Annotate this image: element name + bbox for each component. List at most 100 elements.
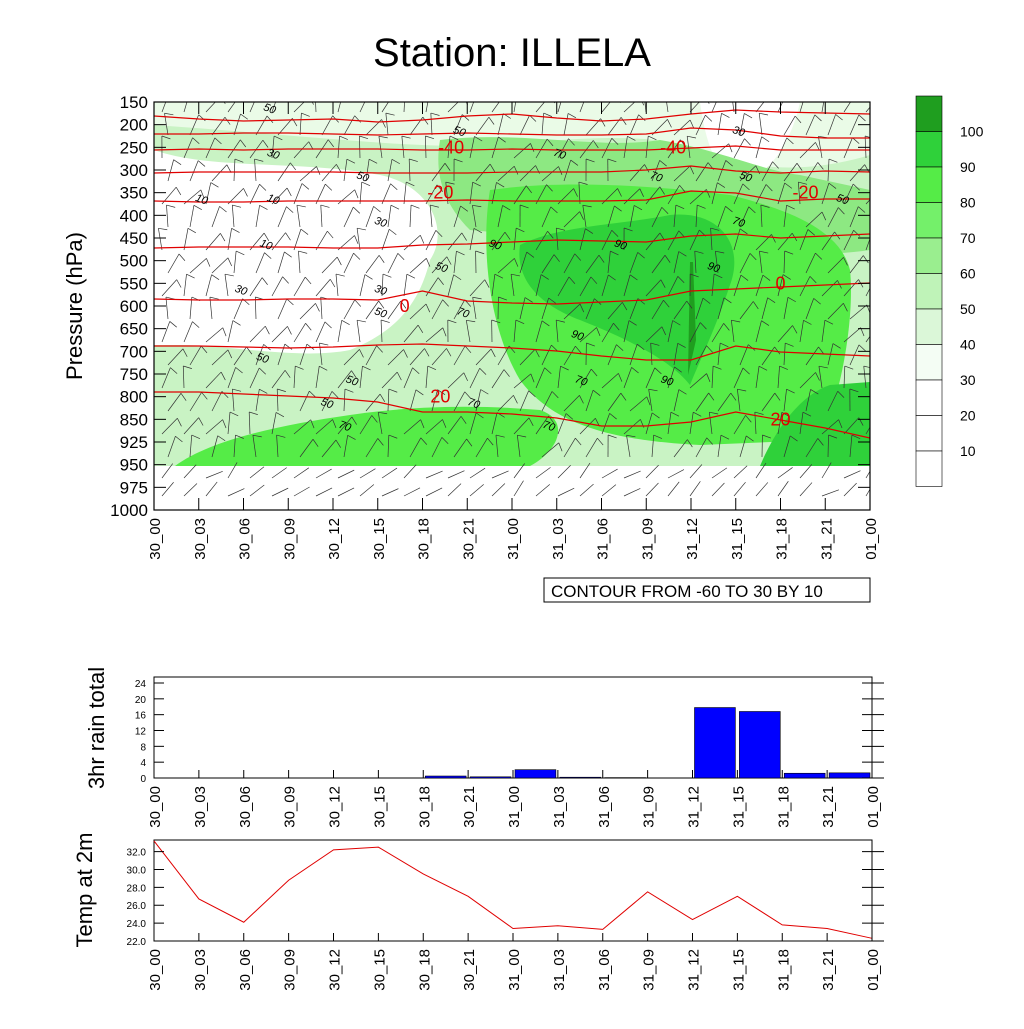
rain-x-tick-label: 31_00	[506, 786, 523, 828]
colorbar-swatch	[916, 274, 942, 310]
rain-x-tick-label: 30_09	[282, 786, 299, 828]
wind-barb-flag	[241, 94, 246, 101]
temp-plot-frame	[154, 840, 872, 941]
time-tick-label: 31_06	[595, 518, 612, 560]
colorbar-label: 80	[960, 195, 976, 211]
time-tick-label: 30_21	[460, 518, 477, 560]
time-tick-label: 31_09	[639, 518, 656, 560]
temp-x-tick-label: 30_06	[237, 949, 254, 991]
rain-x-tick-label: 30_18	[416, 786, 433, 828]
rain-x-tick-label: 30_06	[237, 786, 254, 828]
contour-note: CONTOUR FROM -60 TO 30 BY 10	[551, 582, 823, 601]
rain-bar	[425, 776, 466, 778]
rain-y-tick-label: 4	[140, 758, 146, 769]
wind-barb-flag	[721, 92, 728, 98]
time-tick-label: 30_03	[192, 518, 209, 560]
temp-x-tick-label: 31_12	[686, 949, 703, 991]
wind-barb-flag	[731, 90, 740, 92]
temp-y-tick-label: 22.0	[127, 937, 147, 948]
rain-bar	[695, 708, 736, 778]
temp-y-tick-label: 30.0	[127, 865, 147, 876]
rain-x-tick-label: 30_15	[371, 786, 388, 828]
rain-y-tick-label: 16	[135, 711, 147, 722]
colorbar-label: 30	[960, 372, 976, 388]
temp-contour-label: 0	[775, 273, 785, 293]
temp-x-tick-label: 30_15	[371, 949, 388, 991]
temp-x-tick-label: 31_21	[820, 949, 837, 991]
pressure-tick-label: 150	[120, 93, 148, 112]
wind-barb-flag	[787, 92, 794, 98]
colorbar-swatch	[916, 416, 942, 452]
rain-bar	[829, 773, 870, 778]
colorbar-label: 20	[960, 408, 976, 424]
colorbar-label: 70	[960, 230, 976, 246]
rain-y-tick-label: 8	[140, 742, 146, 753]
temp-x-tick-label: 30_18	[416, 949, 433, 991]
pressure-tick-label: 800	[120, 388, 148, 407]
rain-x-tick-label: 31_09	[641, 786, 658, 828]
rain-bar	[470, 777, 511, 778]
wind-barb-flag	[405, 90, 413, 93]
chart-title: Station: ILLELA	[373, 31, 651, 75]
rain-x-tick-label: 31_03	[551, 786, 568, 828]
rain-x-tick-label: 31_12	[686, 786, 703, 828]
colorbar-swatch	[916, 238, 942, 274]
wind-barb-flag	[394, 94, 400, 101]
pressure-axis-label: Pressure (hPa)	[62, 232, 87, 380]
rain-x-tick-label: 30_12	[327, 786, 344, 828]
rain-y-tick-label: 0	[140, 774, 146, 785]
temp-x-tick-label: 31_06	[596, 949, 613, 991]
pressure-tick-label: 500	[120, 252, 148, 271]
temp-y-tick-label: 24.0	[127, 919, 147, 930]
time-tick-label: 30_18	[416, 518, 433, 560]
time-tick-label: 31_15	[729, 518, 746, 560]
temp-x-tick-label: 31_18	[775, 949, 792, 991]
rain-x-tick-label: 01_00	[865, 786, 882, 828]
colorbar-label: 90	[960, 159, 976, 175]
temp-y-tick-label: 28.0	[127, 883, 147, 894]
wind-barb-flag	[430, 90, 438, 94]
pressure-tick-label: 350	[120, 184, 148, 203]
time-tick-label: 31_03	[550, 518, 567, 560]
colorbar-swatch	[916, 380, 942, 416]
wind-barb-flag	[856, 94, 862, 101]
temp-x-tick-label: 30_03	[192, 949, 209, 991]
temp-y-tick-label: 26.0	[127, 901, 147, 912]
time-tick-label: 31_21	[818, 518, 835, 560]
rain-bar	[784, 773, 825, 778]
wind-barb-flag	[588, 91, 595, 97]
wind-barb-flag	[806, 91, 813, 96]
time-tick-label: 31_00	[505, 518, 522, 560]
temp-x-tick-label: 30_12	[327, 949, 344, 991]
wind-barb-flag	[369, 92, 375, 98]
wind-barb-flag	[876, 276, 882, 282]
temp-contour-label: 0	[400, 296, 410, 316]
time-tick-label: 01_00	[863, 518, 880, 560]
rain-x-tick-label: 30_00	[147, 786, 164, 828]
colorbar-swatch	[916, 203, 942, 239]
wind-barb-flag	[518, 90, 526, 94]
wind-barb-flag	[478, 91, 485, 97]
wind-barb-flag	[170, 91, 177, 97]
time-tick-label: 30_06	[237, 518, 254, 560]
colorbar-swatch	[916, 345, 942, 381]
pressure-tick-label: 650	[120, 320, 148, 339]
wind-barb-flag	[665, 90, 674, 92]
wind-barb-flag	[505, 94, 510, 101]
rain-bar	[739, 712, 780, 779]
pressure-tick-label: 850	[120, 410, 148, 429]
wind-barb-flag	[879, 324, 884, 331]
colorbar-label: 50	[960, 301, 976, 317]
pressure-tick-label: 250	[120, 138, 148, 157]
time-tick-label: 30_15	[371, 518, 388, 560]
wind-barb-flag	[344, 91, 352, 96]
colorbar-label: 60	[960, 266, 976, 282]
rain-x-tick-label: 31_18	[775, 786, 792, 828]
temp-y-tick-label: 32.0	[127, 848, 147, 859]
wind-barb-flag	[259, 92, 266, 98]
rain-x-tick-label: 31_15	[730, 786, 747, 828]
pressure-tick-label: 550	[120, 274, 148, 293]
temp-x-tick-label: 30_09	[282, 949, 299, 991]
